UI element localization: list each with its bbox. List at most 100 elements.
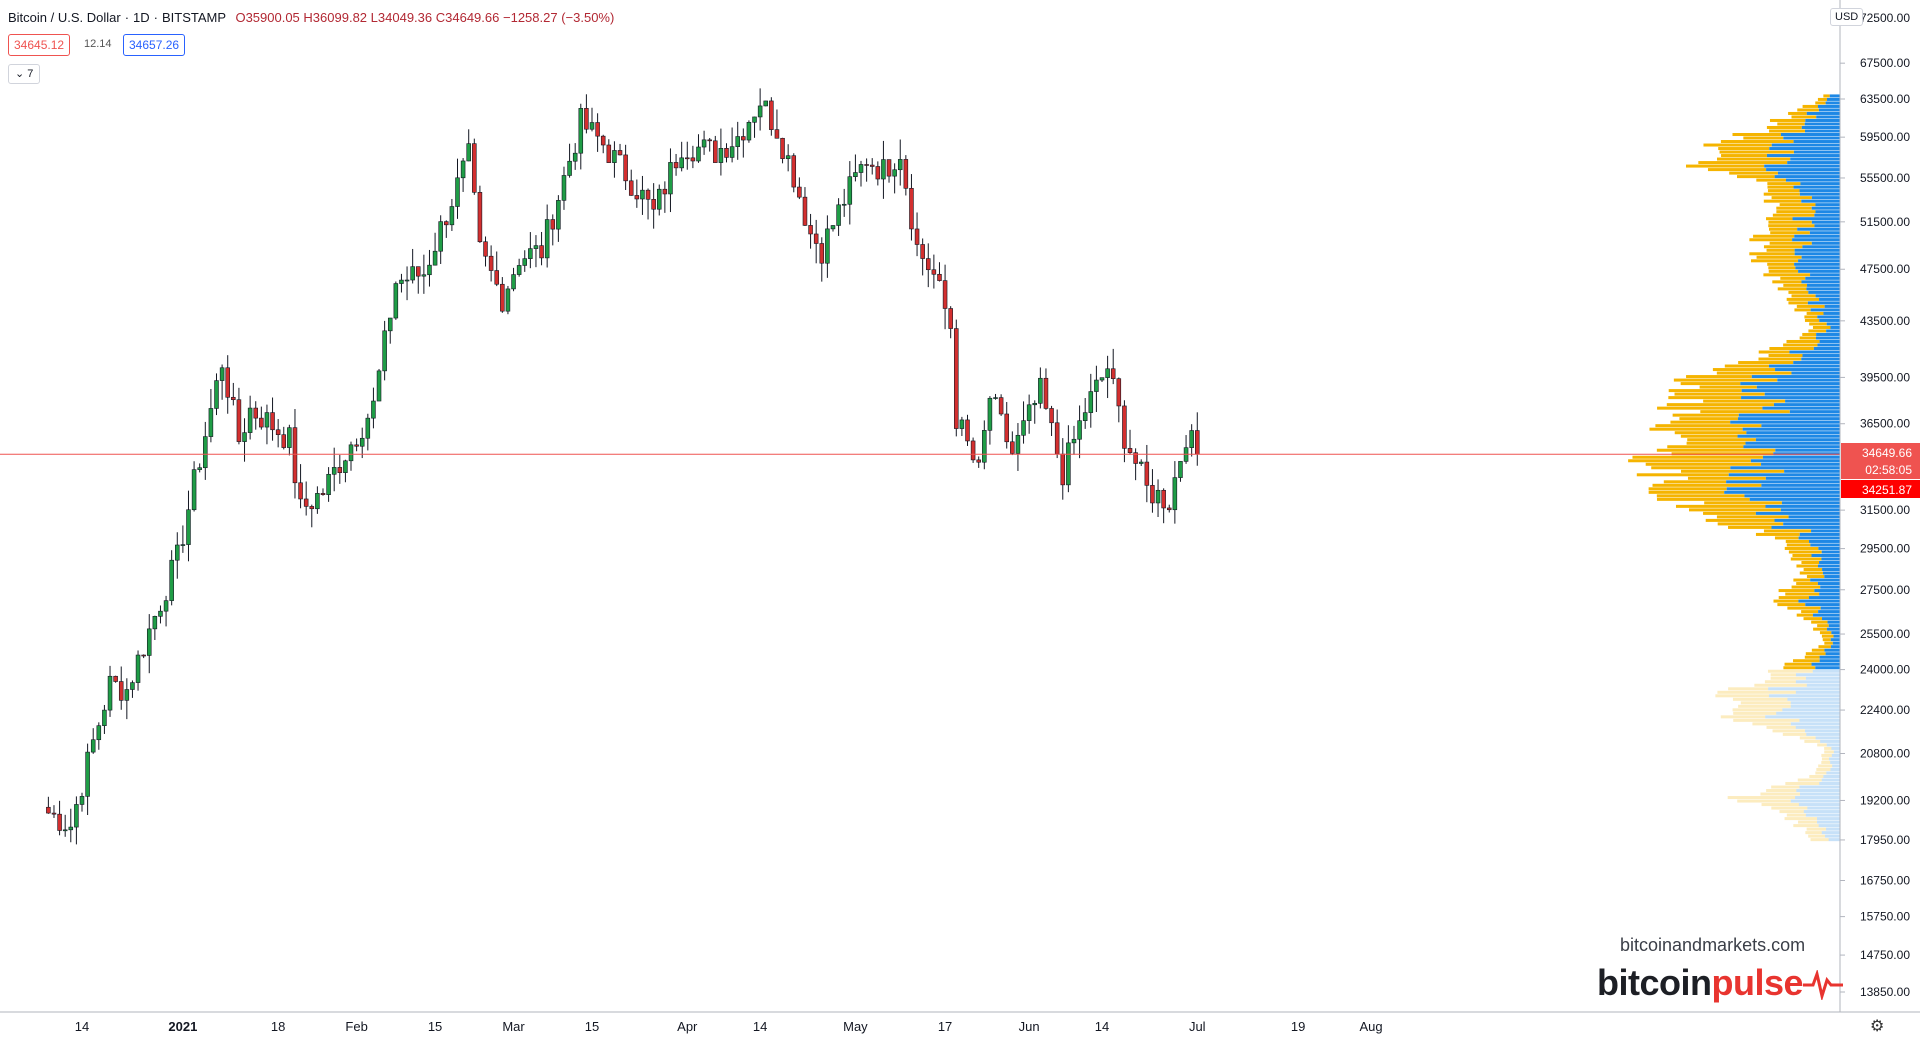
- indicators-toggle-button[interactable]: ⌄ 7: [8, 64, 41, 84]
- volume-profile-bar-up: [1773, 599, 1799, 603]
- currency-button[interactable]: USD: [1830, 8, 1864, 26]
- candle-body: [197, 467, 202, 470]
- candle-body: [500, 283, 505, 312]
- volume-profile-bar-down: [1796, 789, 1840, 793]
- volume-profile-bar-up: [1815, 101, 1826, 105]
- time-tick-label: Aug: [1359, 1019, 1382, 1034]
- volume-profile-bar-up: [1738, 361, 1794, 365]
- volume-profile-bar-up: [1667, 445, 1744, 449]
- volume-profile-bar-down: [1799, 792, 1840, 796]
- price-tick-label: 67500.00: [1860, 56, 1910, 70]
- volume-profile-bar-down: [1801, 199, 1840, 203]
- candle-body: [337, 467, 343, 473]
- volume-profile-bar-down: [1755, 511, 1840, 515]
- candle-body: [118, 681, 124, 701]
- volume-profile-bar-up: [1763, 529, 1812, 533]
- candle-body: [1178, 461, 1183, 478]
- candle-body: [180, 544, 186, 546]
- candle-body: [444, 221, 449, 226]
- volume-profile-bar-down: [1781, 501, 1840, 505]
- volume-profile-bar-down: [1742, 427, 1840, 431]
- candle-body: [1122, 405, 1127, 449]
- volume-profile-bar-up: [1793, 659, 1820, 663]
- volume-profile-bar-down: [1806, 683, 1840, 687]
- candle-body: [813, 233, 819, 244]
- candle-body: [163, 600, 169, 612]
- candle-body: [79, 796, 85, 805]
- gear-icon[interactable]: ⚙: [1870, 1018, 1885, 1035]
- volume-profile-bar-up: [1804, 655, 1820, 659]
- volume-profile-bar-up: [1769, 129, 1805, 133]
- candle-body: [1172, 477, 1178, 511]
- volume-profile-bar-down: [1810, 543, 1840, 547]
- candle-body: [808, 225, 813, 235]
- volume-profile-bar-up: [1809, 322, 1827, 326]
- volume-profile-bar-up: [1796, 564, 1818, 568]
- volume-profile-bar-down: [1728, 473, 1840, 477]
- bid-price-button[interactable]: 34645.12: [8, 34, 71, 56]
- volume-profile-bar-up: [1705, 518, 1775, 522]
- volume-profile-bar-down: [1738, 413, 1840, 417]
- candle-body: [387, 317, 393, 332]
- volume-profile-bar-down: [1726, 480, 1840, 484]
- volume-profile-bar-down: [1821, 778, 1840, 782]
- volume-profile-bar-up: [1818, 645, 1831, 649]
- volume-profile-bar-up: [1772, 280, 1802, 284]
- volume-profile-bar-down: [1768, 694, 1840, 698]
- volume-profile-bar-up: [1689, 508, 1781, 512]
- candle-body: [578, 108, 584, 154]
- candle-body: [488, 255, 494, 271]
- candle-body: [841, 203, 847, 206]
- candle-body: [651, 198, 656, 210]
- volume-profile-bar-down: [1820, 739, 1840, 743]
- volume-profile-bar-down: [1798, 259, 1840, 263]
- volume-profile-bar-up: [1799, 571, 1823, 575]
- volume-profile-bar-up: [1721, 154, 1767, 158]
- volume-profile-bar-up: [1727, 796, 1796, 800]
- volume-profile-bar-down: [1794, 248, 1840, 252]
- time-tick-label: Jul: [1189, 1019, 1206, 1034]
- candle-body: [869, 164, 875, 167]
- candle-body: [892, 169, 897, 177]
- volume-profile-bar-down: [1829, 94, 1840, 98]
- candle-body: [853, 172, 858, 177]
- volume-profile-bar-up: [1628, 459, 1751, 463]
- volume-profile-bar-down: [1812, 613, 1840, 617]
- volume-profile-bar-up: [1802, 332, 1817, 336]
- candle-body: [886, 159, 892, 177]
- volume-profile-bar-down: [1762, 406, 1840, 410]
- price-tick-label: 15750.00: [1860, 910, 1910, 924]
- candle-body: [365, 417, 371, 439]
- candle-body: [656, 188, 662, 210]
- ask-price-button[interactable]: 34657.26: [123, 34, 186, 56]
- candle-body: [970, 440, 976, 461]
- volume-profile-bar-up: [1792, 553, 1812, 557]
- volume-profile-bar-down: [1809, 231, 1840, 235]
- volume-profile-bar-up: [1672, 413, 1739, 417]
- volume-profile-bar-up: [1787, 606, 1821, 610]
- candle-body: [1043, 377, 1049, 409]
- time-axis[interactable]: 14 2021 18 Feb 15 Mar 15 Apr 14 May 17 Jun 14 Jul 19 Au…: [75, 1019, 1383, 1034]
- volume-profile-bar-up: [1770, 673, 1796, 677]
- volume-profile-bar-up: [1704, 501, 1782, 505]
- volume-profile-bar-up: [1785, 592, 1820, 596]
- volume-profile-bar-up: [1699, 385, 1757, 389]
- volume-profile-bar-up: [1778, 589, 1815, 593]
- volume-profile-bar-up: [1806, 575, 1825, 579]
- price-tick-label: 72500.00: [1860, 11, 1910, 25]
- candle-body: [858, 164, 864, 173]
- volume-profile-bar-down: [1831, 753, 1840, 757]
- volume-profile-bar-down: [1761, 483, 1840, 487]
- candle-body: [987, 397, 993, 431]
- volume-profile-bar-down: [1819, 659, 1840, 663]
- price-tick-label: 19200.00: [1860, 793, 1910, 807]
- volume-profile-bar-down: [1818, 610, 1840, 614]
- volume-profile-bar-down: [1804, 729, 1840, 733]
- volume-profile-bar-up: [1767, 189, 1800, 193]
- volume-profile-bar-down: [1793, 150, 1840, 154]
- price-axis[interactable]: 72500.00 67500.00 63500.00 59500.00 55500.00…: [1840, 11, 1910, 999]
- volume-profile-bar-up: [1758, 350, 1790, 354]
- candle-body: [466, 143, 471, 162]
- price-tick-label: 24000.00: [1860, 663, 1910, 677]
